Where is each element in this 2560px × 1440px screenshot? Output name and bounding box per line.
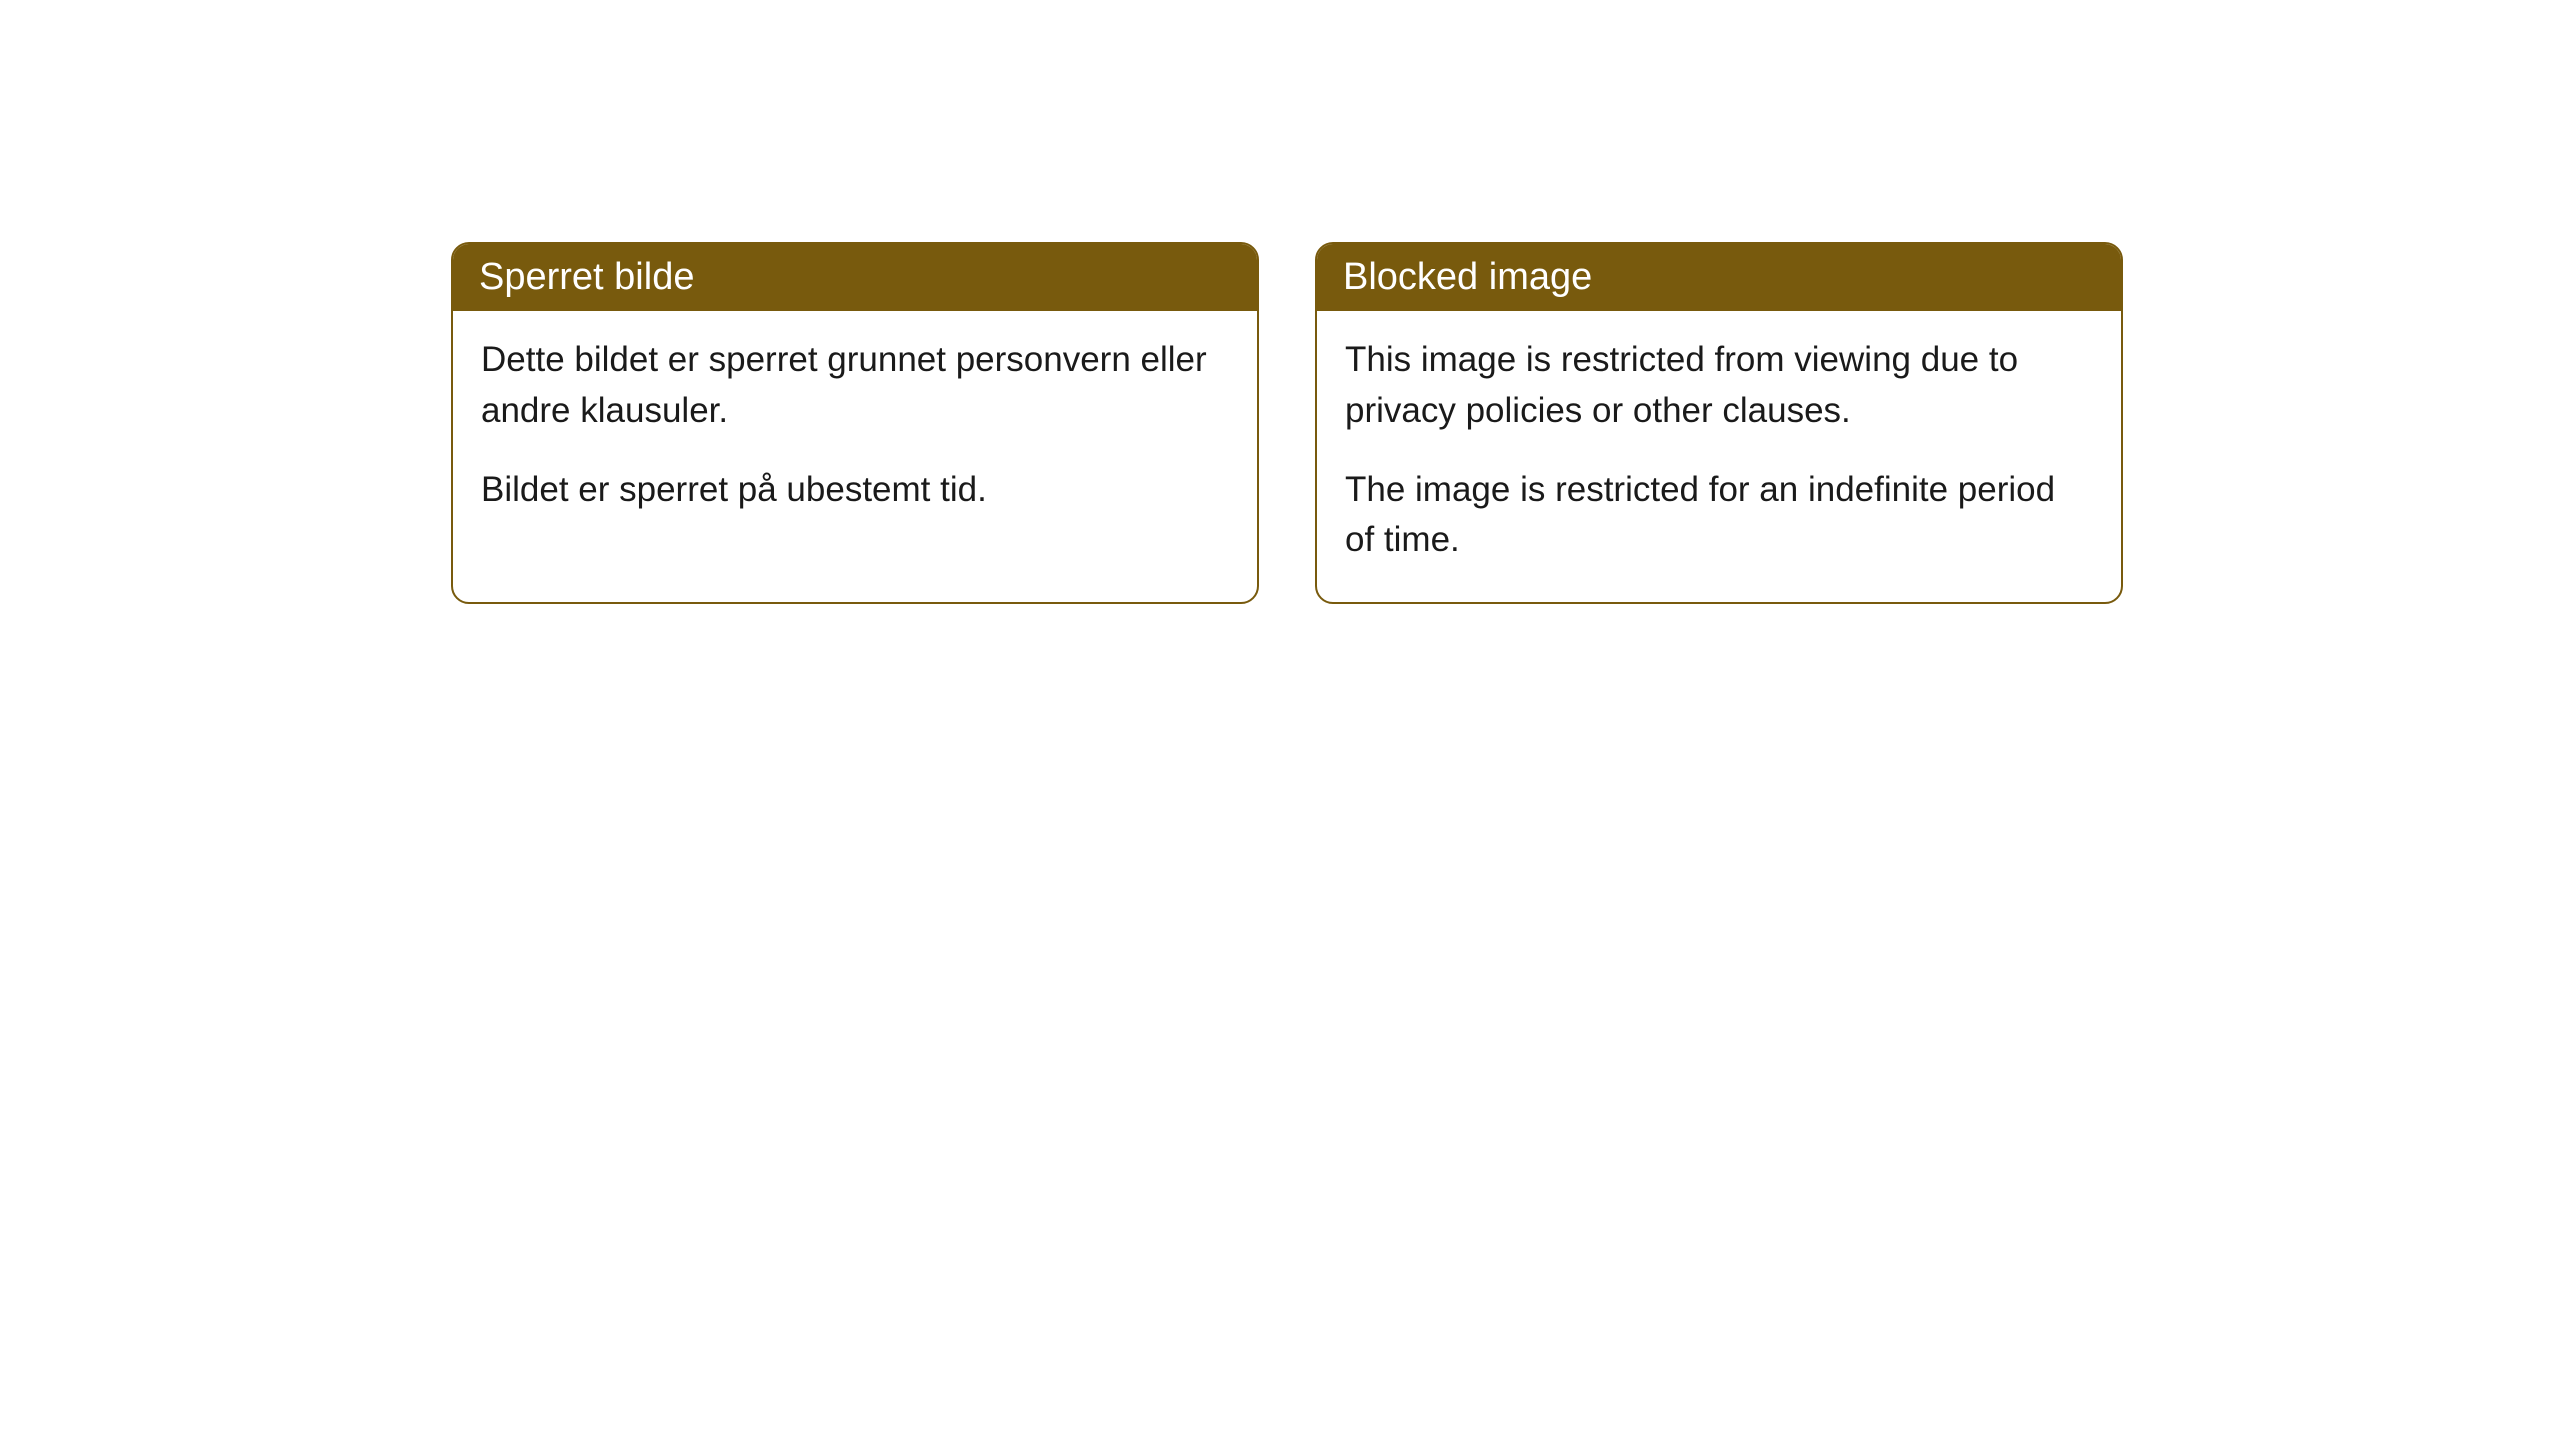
card-title: Sperret bilde — [479, 256, 694, 298]
card-paragraph: Dette bildet er sperret grunnet personve… — [481, 335, 1229, 437]
blocked-image-card-norwegian: Sperret bilde Dette bildet er sperret gr… — [451, 242, 1259, 604]
card-paragraph: This image is restricted from viewing du… — [1345, 335, 2093, 437]
card-paragraph: The image is restricted for an indefinit… — [1345, 465, 2093, 567]
card-header: Blocked image — [1317, 244, 2121, 311]
card-body: This image is restricted from viewing du… — [1317, 311, 2121, 602]
card-header: Sperret bilde — [453, 244, 1257, 311]
card-body: Dette bildet er sperret grunnet personve… — [453, 311, 1257, 551]
card-paragraph: Bildet er sperret på ubestemt tid. — [481, 465, 1229, 516]
notice-cards-container: Sperret bilde Dette bildet er sperret gr… — [451, 242, 2123, 604]
card-title: Blocked image — [1343, 256, 1592, 298]
blocked-image-card-english: Blocked image This image is restricted f… — [1315, 242, 2123, 604]
